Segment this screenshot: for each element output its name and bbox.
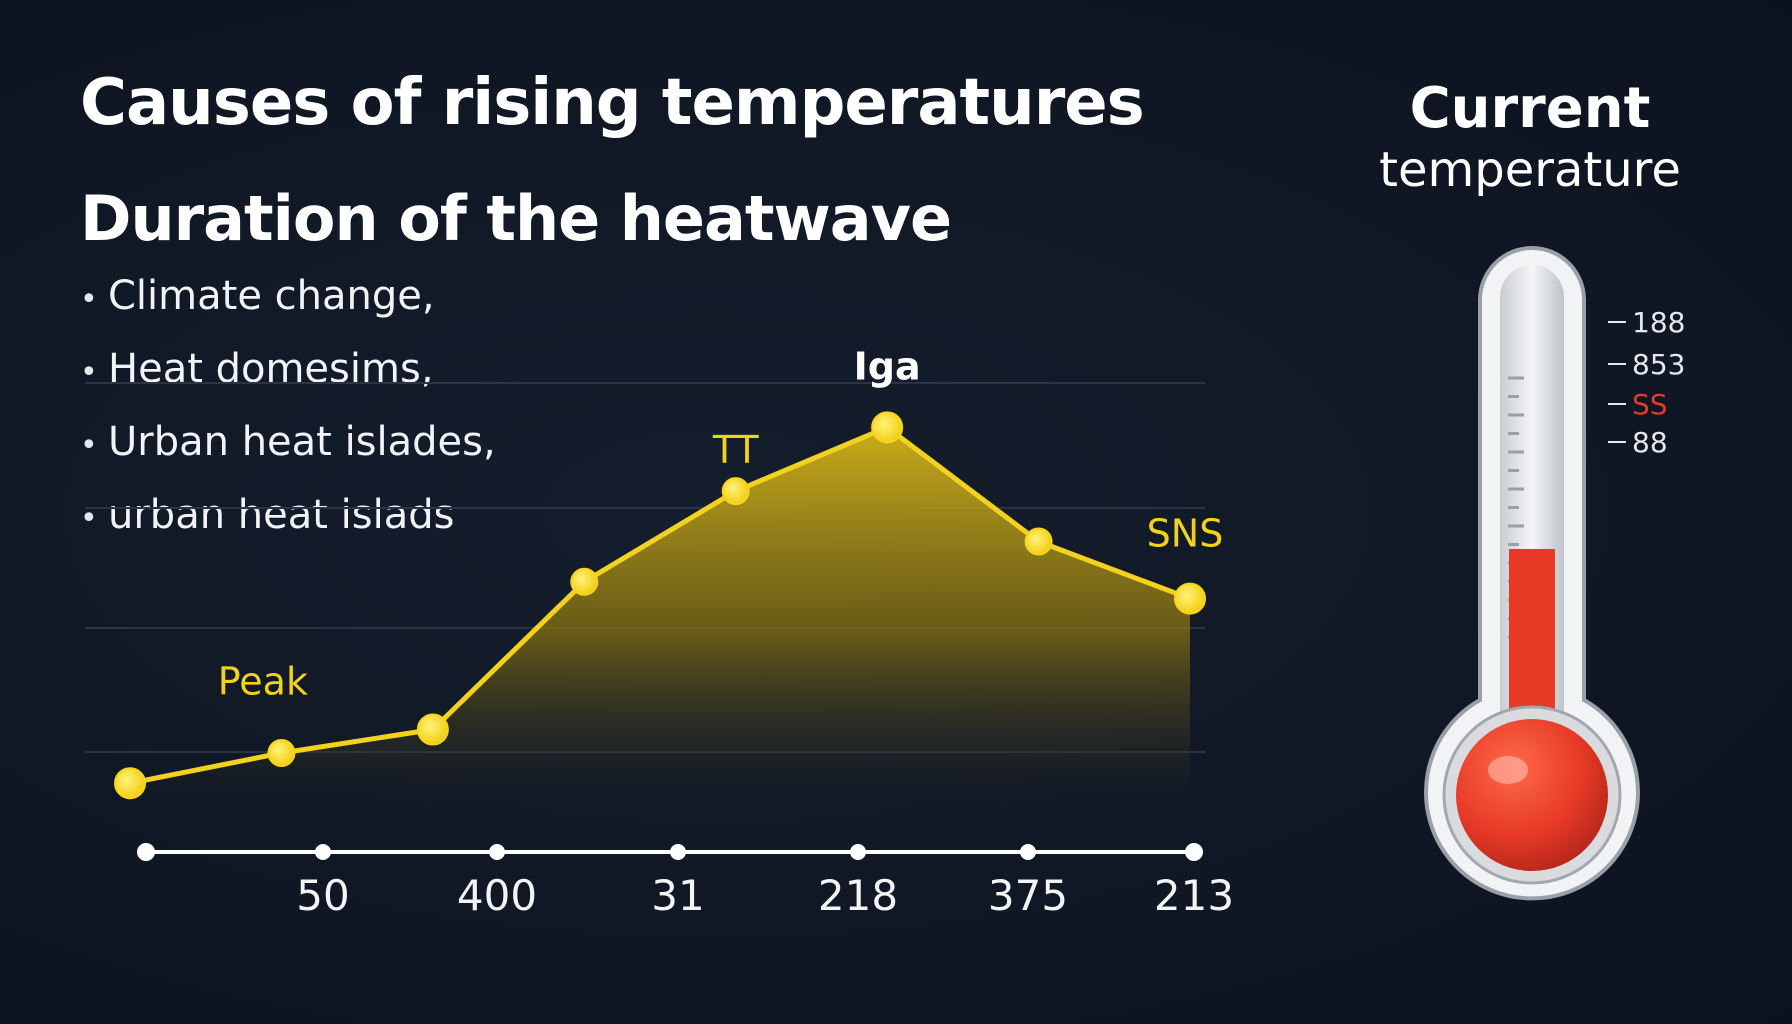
data-point <box>416 713 449 746</box>
chart-title: Causes of rising temperatures <box>80 66 1145 140</box>
chart-area-fill <box>130 427 1190 806</box>
point-label: TT <box>712 428 760 472</box>
cause-item: • Heat domesims, <box>80 341 496 414</box>
cause-item: • Urban heat islades, <box>80 414 496 487</box>
x-tick <box>1020 844 1036 860</box>
causes-list: • Climate change, • Heat domesims, • Urban … <box>80 268 496 560</box>
data-point <box>267 739 296 767</box>
thermometer-bulb <box>1456 719 1608 871</box>
thermometer-bulb-highlight <box>1488 756 1528 784</box>
cause-text: Urban heat islades, <box>108 419 496 465</box>
data-point <box>114 767 146 800</box>
point-label: SNS <box>1147 512 1224 556</box>
chart-series-line <box>129 424 1191 786</box>
scale-label: 188 <box>1632 306 1685 339</box>
bullet-icon: • <box>80 428 98 463</box>
data-point <box>871 411 904 444</box>
cause-text: urban heat islads <box>108 492 455 538</box>
bullet-icon: • <box>80 282 98 317</box>
scale-label: SS <box>1632 388 1668 421</box>
thermometer-title-line2: temperature <box>1379 142 1681 198</box>
cause-item: • urban heat islads <box>80 487 496 560</box>
cause-item: • Climate change, <box>80 268 496 341</box>
x-tick <box>315 844 331 860</box>
data-point <box>1024 527 1053 556</box>
data-point <box>570 567 599 596</box>
thermometer-title-line1: Current <box>1409 76 1651 141</box>
cause-text: Climate change, <box>108 273 435 319</box>
chart-subtitle: Duration of the heatwave <box>80 182 952 255</box>
x-tick-label: 375 <box>988 871 1068 920</box>
x-tick-label: 213 <box>1154 871 1234 920</box>
x-tick <box>137 843 155 861</box>
x-tick-label: 31 <box>651 871 704 920</box>
scale-label: 853 <box>1632 348 1685 381</box>
x-tick-label: 50 <box>296 871 349 920</box>
scale-label: 88 <box>1632 426 1668 459</box>
data-point <box>721 477 750 506</box>
x-tick <box>1185 843 1203 861</box>
point-label: Peak <box>218 660 308 704</box>
point-label: Iga <box>854 344 921 388</box>
x-tick-label: 218 <box>818 871 898 920</box>
data-point <box>1174 582 1206 615</box>
x-tick <box>489 844 505 860</box>
thermometer-title: Current temperature <box>1330 76 1730 198</box>
x-tick-label: 400 <box>457 871 537 920</box>
x-tick <box>850 844 866 860</box>
cause-text: Heat domesims, <box>108 346 434 392</box>
x-tick <box>670 844 686 860</box>
bullet-icon: • <box>80 355 98 390</box>
bullet-icon: • <box>80 501 98 536</box>
